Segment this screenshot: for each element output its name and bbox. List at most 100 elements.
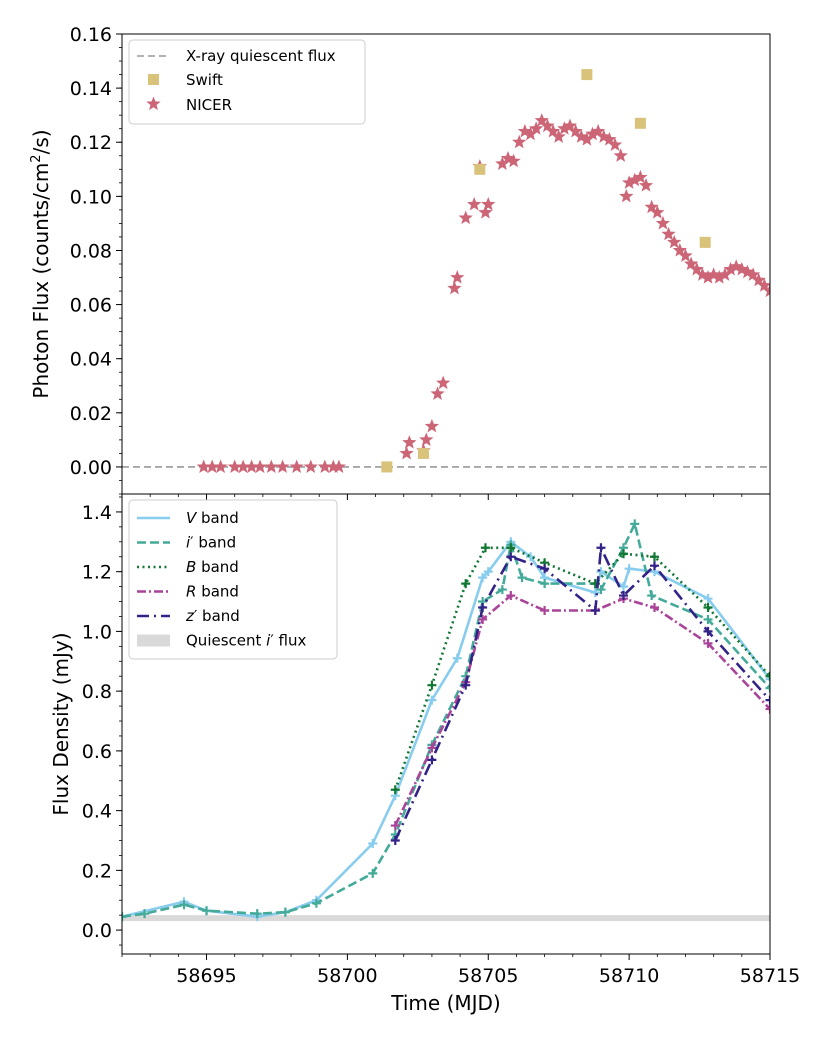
legend-band-letter: z — [185, 607, 195, 625]
nicer-point — [717, 267, 733, 281]
point-b-band — [461, 579, 471, 589]
point-i-band — [647, 591, 657, 601]
nicer-point — [447, 280, 462, 295]
point-b-band — [765, 671, 770, 681]
nicer-point — [478, 205, 493, 219]
bottom-y-axis-label: Flux Density (mJy) — [49, 632, 73, 815]
nicer-point — [540, 118, 555, 133]
nicer-point — [529, 121, 544, 135]
legend-band-rest: band — [196, 509, 239, 527]
y-tick-label: 0.06 — [70, 295, 112, 317]
nicer-point — [751, 272, 766, 287]
legend-label-i-band: i′ band — [186, 534, 236, 552]
nicer-point — [196, 459, 211, 474]
bottom-plot-area — [122, 519, 770, 922]
legend-part: ′ flux — [270, 632, 306, 650]
nicer-point — [683, 256, 699, 271]
x-tick-label: 58715 — [740, 965, 800, 987]
point-r-band — [506, 591, 516, 601]
nicer-point — [689, 261, 704, 276]
top-legend: X-ray quiescent flux Swift NICER — [128, 39, 366, 125]
point-v-band — [452, 653, 462, 663]
point-z-band — [703, 626, 713, 636]
point-i-band — [596, 585, 606, 595]
y-tick-label: 0.10 — [70, 186, 112, 208]
nicer-point — [236, 459, 251, 474]
point-z-band — [390, 835, 400, 845]
nicer-point — [700, 270, 716, 284]
nicer-point — [289, 459, 304, 474]
nicer-point — [506, 153, 521, 168]
nicer-point — [419, 432, 434, 446]
nicer-point — [622, 175, 637, 189]
nicer-point — [655, 215, 671, 230]
nicer-point — [512, 134, 527, 149]
nicer-point — [264, 459, 279, 474]
point-i-band — [140, 909, 150, 919]
y-label-sup: 2 — [29, 154, 44, 162]
y-tick-label: 0.14 — [70, 78, 112, 100]
y-tick-label: 0.00 — [70, 457, 112, 479]
point-i-band — [765, 683, 770, 693]
bottom-panel-optical: 0.0 0.2 0.4 0.6 0.8 1.0 1.2 1.4 58695 58700 58705 5… — [49, 493, 800, 1015]
point-b-band — [506, 543, 516, 553]
legend-band-letter: R — [186, 583, 196, 601]
point-v-band — [703, 594, 713, 604]
point-v-band — [765, 674, 770, 684]
nicer-point — [399, 445, 414, 460]
point-v-band — [478, 573, 488, 583]
point-b-band — [427, 680, 437, 690]
point-i-band — [280, 907, 290, 917]
series-line-z-band — [394, 546, 770, 842]
point-v-band — [624, 564, 634, 574]
point-z-band — [596, 543, 606, 553]
legend-nicer-swatch — [146, 96, 161, 111]
nicer-point — [757, 278, 770, 292]
swift-point — [381, 461, 393, 473]
nicer-point — [244, 459, 259, 474]
y-tick-label: 0.4 — [82, 801, 112, 823]
nicer-point — [331, 459, 347, 474]
nicer-point — [695, 267, 710, 281]
nicer-point — [402, 435, 417, 449]
nicer-point — [317, 459, 332, 474]
nicer-point — [613, 148, 628, 162]
point-i-band — [630, 519, 640, 529]
bottom-legend-box — [128, 499, 338, 660]
point-r-band — [765, 704, 770, 714]
point-r-band — [703, 638, 713, 648]
legend-part-italic: i — [266, 632, 271, 650]
nicer-point — [607, 137, 623, 152]
point-r-band — [540, 605, 550, 615]
nicer-point — [517, 123, 533, 138]
bottom-panel-frame — [121, 493, 771, 955]
nicer-point — [579, 132, 594, 146]
point-b-band — [703, 603, 713, 613]
series-line-b-band — [394, 546, 770, 791]
x-tick-label: 58710 — [599, 965, 659, 987]
series-line-i-band — [122, 522, 770, 918]
point-z-band — [478, 603, 488, 613]
nicer-point — [500, 150, 516, 165]
legend-band-rest: band — [196, 583, 239, 601]
nicer-point — [762, 283, 770, 298]
point-i-band — [179, 900, 189, 910]
series-line-r-band — [394, 594, 770, 827]
nicer-point — [551, 129, 566, 143]
nicer-point — [574, 129, 589, 143]
nicer-point — [619, 188, 634, 203]
nicer-point — [706, 267, 721, 281]
point-v-band — [483, 567, 493, 577]
legend-band-letter: B — [186, 558, 196, 576]
nicer-point — [745, 267, 761, 281]
point-v-band — [596, 567, 606, 577]
legend-label-b-band: B band — [186, 558, 239, 576]
point-z-band — [461, 680, 471, 690]
nicer-point — [534, 113, 549, 127]
y-tick-label: 0.2 — [82, 860, 112, 882]
point-r-band — [478, 614, 488, 624]
series-line-v-band — [122, 540, 770, 918]
legend-band-letter: i — [186, 534, 191, 552]
